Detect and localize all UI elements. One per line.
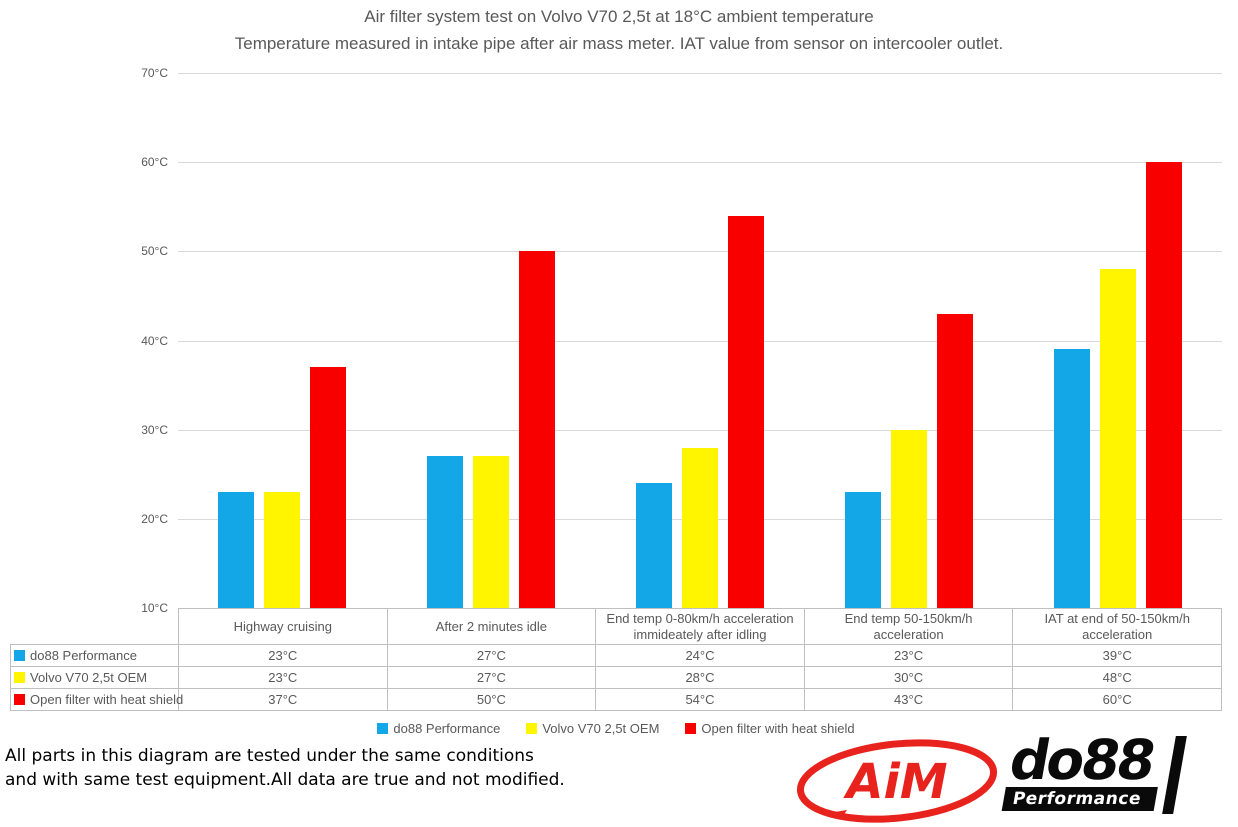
bar xyxy=(936,313,973,608)
bar xyxy=(635,483,672,608)
table-row: Volvo V70 2,5t OEM 23°C 27°C 28°C 30°C 48°C xyxy=(10,666,1222,689)
table-series-label: Volvo V70 2,5t OEM xyxy=(10,666,179,689)
bar xyxy=(844,492,881,608)
table-value-cell: 23°C xyxy=(803,644,1014,667)
chart-title: Air filter system test on Volvo V70 2,5t… xyxy=(364,7,874,26)
aim-logo-swoosh-tail xyxy=(823,810,847,819)
aim-logo: AiM xyxy=(796,739,998,823)
bar xyxy=(1145,162,1182,608)
gridline xyxy=(178,340,1222,342)
chart-legend: do88 Performance Volvo V70 2,5t OEM Open f… xyxy=(10,721,1222,736)
do88-logo-performance-text: Performance xyxy=(1011,789,1143,809)
legend-label: Volvo V70 2,5t OEM xyxy=(542,721,660,736)
table-category-header: Highway cruising xyxy=(178,608,388,645)
table-value-cell: 54°C xyxy=(595,688,805,711)
do88-logo-text: do88 xyxy=(1005,728,1158,792)
y-axis-tick: 50°C xyxy=(141,244,168,259)
bar xyxy=(519,251,556,608)
table-category-header: After 2 minutes idle xyxy=(386,608,597,645)
legend-swatch-icon xyxy=(526,723,538,734)
table-series-label: do88 Performance xyxy=(10,644,179,667)
bar xyxy=(727,215,764,608)
do88-logo-vertical-bar xyxy=(1162,736,1187,814)
bar xyxy=(890,429,927,608)
y-axis-tick: 20°C xyxy=(141,511,168,526)
table-category-header: End temp 0-80km/h acceleration immideate… xyxy=(595,608,805,645)
table-value-cell: 30°C xyxy=(803,666,1014,689)
bar xyxy=(310,367,347,608)
table-value-cell: 48°C xyxy=(1012,666,1222,689)
data-table-header: Highway cruising After 2 minutes idle End … xyxy=(10,608,1222,645)
table-value-cell: 24°C xyxy=(595,644,805,667)
table-corner-cell xyxy=(10,608,179,645)
table-value-cell: 37°C xyxy=(178,688,388,711)
bar xyxy=(473,456,510,608)
data-table: Highway cruising After 2 minutes idle End … xyxy=(10,608,1222,711)
table-value-cell: 23°C xyxy=(178,644,388,667)
legend-item: Volvo V70 2,5t OEM xyxy=(526,721,659,736)
bar xyxy=(264,492,301,608)
legend-label: do88 Performance xyxy=(393,721,501,736)
table-row: Open filter with heat shield 37°C 50°C 54°C… xyxy=(10,688,1222,711)
footer-note-line1: All parts in this diagram are tested und… xyxy=(5,746,534,766)
y-axis-tick: 60°C xyxy=(141,155,168,170)
do88-logo: do88 Performance xyxy=(1001,728,1238,814)
table-value-cell: 27°C xyxy=(386,666,597,689)
table-value-cell: 23°C xyxy=(178,666,388,689)
table-value-cell: 60°C xyxy=(1012,688,1222,711)
y-axis-tick: 70°C xyxy=(141,66,168,80)
bar xyxy=(218,492,255,608)
plot-area: 70°C 60°C 50°C 40°C 30°C 20°C 10°C xyxy=(141,66,1222,615)
legend-swatch-icon xyxy=(685,723,697,734)
table-category-header: IAT at end of 50-150km/h acceleration xyxy=(1012,608,1222,645)
legend-swatch-icon xyxy=(377,723,389,734)
table-category-header: End temp 50-150km/h acceleration xyxy=(803,608,1014,645)
footer-note: All parts in this diagram are tested und… xyxy=(5,744,565,792)
table-value-cell: 27°C xyxy=(386,644,597,667)
bar xyxy=(427,456,464,608)
gridline xyxy=(178,429,1222,431)
table-row: do88 Performance 23°C 27°C 24°C 23°C 39°C xyxy=(10,644,1222,667)
bar xyxy=(681,447,718,608)
y-axis-tick: 40°C xyxy=(141,333,168,348)
bar-group xyxy=(178,73,387,608)
table-value-cell: 28°C xyxy=(595,666,805,689)
gridline xyxy=(178,251,1222,253)
bar-group xyxy=(804,73,1013,608)
bar-group xyxy=(1013,73,1222,608)
bar-group xyxy=(596,73,805,608)
table-value-cell: 43°C xyxy=(803,688,1014,711)
table-value-cell: 50°C xyxy=(386,688,597,711)
bar xyxy=(1099,269,1136,608)
table-header-row: Highway cruising After 2 minutes idle End … xyxy=(10,608,1222,645)
series-swatch-icon xyxy=(14,693,25,705)
legend-item: Open filter with heat shield xyxy=(685,721,855,736)
aim-logo-text: AiM xyxy=(842,754,947,810)
do88-logo-performance-bar: Performance xyxy=(1001,787,1158,811)
gridline xyxy=(178,162,1222,164)
data-table-body: do88 Performance 23°C 27°C 24°C 23°C 39°C Volv… xyxy=(10,644,1222,711)
do88-logo-block: do88 Performance xyxy=(1001,728,1167,814)
series-swatch-icon xyxy=(14,649,25,661)
chart-subtitle: Temperature measured in intake pipe afte… xyxy=(234,34,1004,53)
bar xyxy=(1053,349,1090,608)
aim-logo-ellipse xyxy=(796,739,998,823)
table-value-cell: 39°C xyxy=(1012,644,1222,667)
y-axis-tick: 30°C xyxy=(141,422,168,437)
legend-item: do88 Performance xyxy=(377,721,500,736)
table-series-label: Open filter with heat shield xyxy=(10,688,183,711)
legend-label: Open filter with heat shield xyxy=(701,721,855,736)
footer-note-line2: and with same test equipment.All data ar… xyxy=(5,770,565,790)
series-swatch-icon xyxy=(14,671,25,683)
bar-group xyxy=(387,73,596,608)
gridline xyxy=(178,73,1222,74)
